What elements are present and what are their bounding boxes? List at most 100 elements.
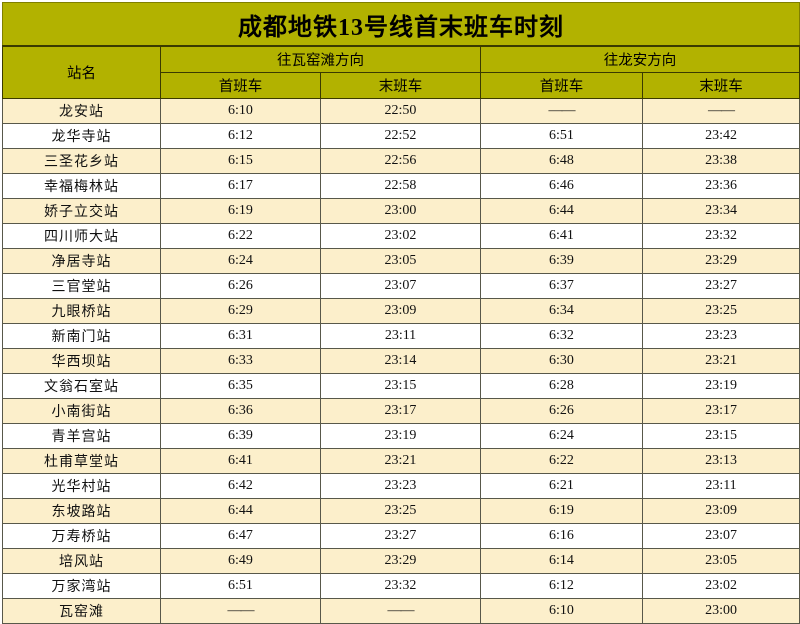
subheader-row: 首班车 末班车 首班车 末班车 xyxy=(3,72,800,99)
table-body: 龙安站 6:10 22:50 —— —— 龙华寺站 6:12 22:52 6:51 23:42 三圣… xyxy=(2,98,800,624)
table-row: 文翁石室站 6:35 23:15 6:28 23:19 xyxy=(2,373,800,399)
table-row: 培风站 6:49 23:29 6:14 23:05 xyxy=(2,548,800,574)
cell-a-last-train: 23:07 xyxy=(320,273,481,299)
cell-b-last-train: 23:02 xyxy=(641,573,800,599)
table-row: 瓦窑滩 —— —— 6:10 23:00 xyxy=(2,598,800,624)
cell-a-first-train: 6:24 xyxy=(160,248,321,274)
column-header-a-last-train: 末班车 xyxy=(320,72,481,99)
cell-b-last-train: 23:42 xyxy=(641,123,800,149)
table-row: 青羊宫站 6:39 23:19 6:24 23:15 xyxy=(2,423,800,449)
cell-a-last-train: 22:52 xyxy=(320,123,481,149)
cell-b-first-train: 6:24 xyxy=(480,423,643,449)
cell-b-last-train: —— xyxy=(641,98,800,124)
cell-b-last-train: 23:23 xyxy=(641,323,800,349)
column-header-direction-longan: 往龙安方向 xyxy=(479,45,800,73)
page-title: 成都地铁13号线首末班车时刻 xyxy=(1,2,800,47)
table-row: 杜甫草堂站 6:41 23:21 6:22 23:13 xyxy=(2,448,800,474)
cell-a-first-train: 6:26 xyxy=(160,273,321,299)
table-row: 万家湾站 6:51 23:32 6:12 23:02 xyxy=(2,573,800,599)
cell-a-first-train: 6:22 xyxy=(160,223,321,249)
cell-a-last-train: 23:17 xyxy=(320,398,481,424)
cell-station-name: 文翁石室站 xyxy=(2,373,161,399)
cell-a-last-train: 23:25 xyxy=(320,498,481,524)
cell-a-last-train: 23:02 xyxy=(320,223,481,249)
table-row: 幸福梅林站 6:17 22:58 6:46 23:36 xyxy=(2,173,800,199)
column-header-b-first-train: 首班车 xyxy=(480,72,643,99)
cell-b-first-train: 6:44 xyxy=(480,198,643,224)
cell-b-last-train: 23:09 xyxy=(641,498,800,524)
cell-station-name: 九眼桥站 xyxy=(2,298,161,324)
cell-station-name: 杜甫草堂站 xyxy=(2,448,161,474)
cell-b-first-train: 6:48 xyxy=(480,148,643,174)
cell-station-name: 万寿桥站 xyxy=(2,523,161,549)
table-row: 东坡路站 6:44 23:25 6:19 23:09 xyxy=(2,498,800,524)
cell-station-name: 东坡路站 xyxy=(2,498,161,524)
cell-b-first-train: 6:26 xyxy=(480,398,643,424)
cell-station-name: 净居寺站 xyxy=(2,248,161,274)
cell-b-first-train: 6:41 xyxy=(480,223,643,249)
table-row: 华西坝站 6:33 23:14 6:30 23:21 xyxy=(2,348,800,374)
cell-a-last-train: 23:29 xyxy=(320,548,481,574)
cell-a-first-train: 6:39 xyxy=(160,423,321,449)
cell-a-last-train: 22:58 xyxy=(320,173,481,199)
cell-a-first-train: 6:31 xyxy=(160,323,321,349)
cell-station-name: 龙华寺站 xyxy=(2,123,161,149)
table-row: 小南街站 6:36 23:17 6:26 23:17 xyxy=(2,398,800,424)
cell-b-first-train: 6:12 xyxy=(480,573,643,599)
cell-b-last-train: 23:15 xyxy=(641,423,800,449)
cell-a-last-train: 23:00 xyxy=(320,198,481,224)
cell-b-last-train: 23:11 xyxy=(641,473,800,499)
cell-b-first-train: 6:37 xyxy=(480,273,643,299)
cell-b-first-train: 6:32 xyxy=(480,323,643,349)
cell-a-first-train: 6:42 xyxy=(160,473,321,499)
cell-station-name: 龙安站 xyxy=(2,98,161,124)
cell-a-first-train: 6:36 xyxy=(160,398,321,424)
cell-b-last-train: 23:32 xyxy=(641,223,800,249)
cell-b-last-train: 23:17 xyxy=(641,398,800,424)
table-row: 新南门站 6:31 23:11 6:32 23:23 xyxy=(2,323,800,349)
cell-a-first-train: 6:29 xyxy=(160,298,321,324)
column-header-a-first-train: 首班车 xyxy=(160,72,321,99)
table-header: 成都地铁13号线首末班车时刻 站名 往瓦窑滩方向 往龙安方向 首班车 末班车 首… xyxy=(1,2,800,99)
cell-a-last-train: 23:15 xyxy=(320,373,481,399)
table-row: 三圣花乡站 6:15 22:56 6:48 23:38 xyxy=(2,148,800,174)
cell-station-name: 瓦窑滩 xyxy=(2,598,161,624)
cell-a-first-train: 6:49 xyxy=(160,548,321,574)
cell-b-last-train: 23:19 xyxy=(641,373,800,399)
cell-a-first-train: —— xyxy=(160,598,321,624)
table-row: 龙安站 6:10 22:50 —— —— xyxy=(2,98,800,124)
cell-a-first-train: 6:17 xyxy=(160,173,321,199)
cell-b-last-train: 23:29 xyxy=(641,248,800,274)
cell-a-last-train: 23:19 xyxy=(320,423,481,449)
cell-b-first-train: 6:10 xyxy=(480,598,643,624)
cell-a-last-train: 23:14 xyxy=(320,348,481,374)
cell-station-name: 三圣花乡站 xyxy=(2,148,161,174)
cell-a-first-train: 6:44 xyxy=(160,498,321,524)
cell-a-last-train: 23:32 xyxy=(320,573,481,599)
column-header-direction-wayaotan: 往瓦窑滩方向 xyxy=(160,45,481,73)
cell-a-first-train: 6:33 xyxy=(160,348,321,374)
cell-b-last-train: 23:00 xyxy=(641,598,800,624)
column-header-b-last-train: 末班车 xyxy=(641,72,800,99)
cell-station-name: 小南街站 xyxy=(2,398,161,424)
cell-b-first-train: —— xyxy=(480,98,643,124)
cell-a-first-train: 6:35 xyxy=(160,373,321,399)
cell-station-name: 培风站 xyxy=(2,548,161,574)
cell-station-name: 四川师大站 xyxy=(2,223,161,249)
cell-b-last-train: 23:38 xyxy=(641,148,800,174)
cell-station-name: 青羊宫站 xyxy=(2,423,161,449)
cell-a-last-train: 23:23 xyxy=(320,473,481,499)
table-row: 四川师大站 6:22 23:02 6:41 23:32 xyxy=(2,223,800,249)
cell-a-first-train: 6:47 xyxy=(160,523,321,549)
cell-a-first-train: 6:12 xyxy=(160,123,321,149)
direction-header-row: 站名 往瓦窑滩方向 往龙安方向 xyxy=(2,45,800,99)
cell-a-first-train: 6:51 xyxy=(160,573,321,599)
cell-b-last-train: 23:36 xyxy=(641,173,800,199)
cell-a-first-train: 6:15 xyxy=(160,148,321,174)
table-row: 净居寺站 6:24 23:05 6:39 23:29 xyxy=(2,248,800,274)
cell-a-first-train: 6:10 xyxy=(160,98,321,124)
cell-b-last-train: 23:27 xyxy=(641,273,800,299)
cell-b-last-train: 23:07 xyxy=(641,523,800,549)
cell-b-first-train: 6:22 xyxy=(480,448,643,474)
cell-a-last-train: 22:50 xyxy=(320,98,481,124)
